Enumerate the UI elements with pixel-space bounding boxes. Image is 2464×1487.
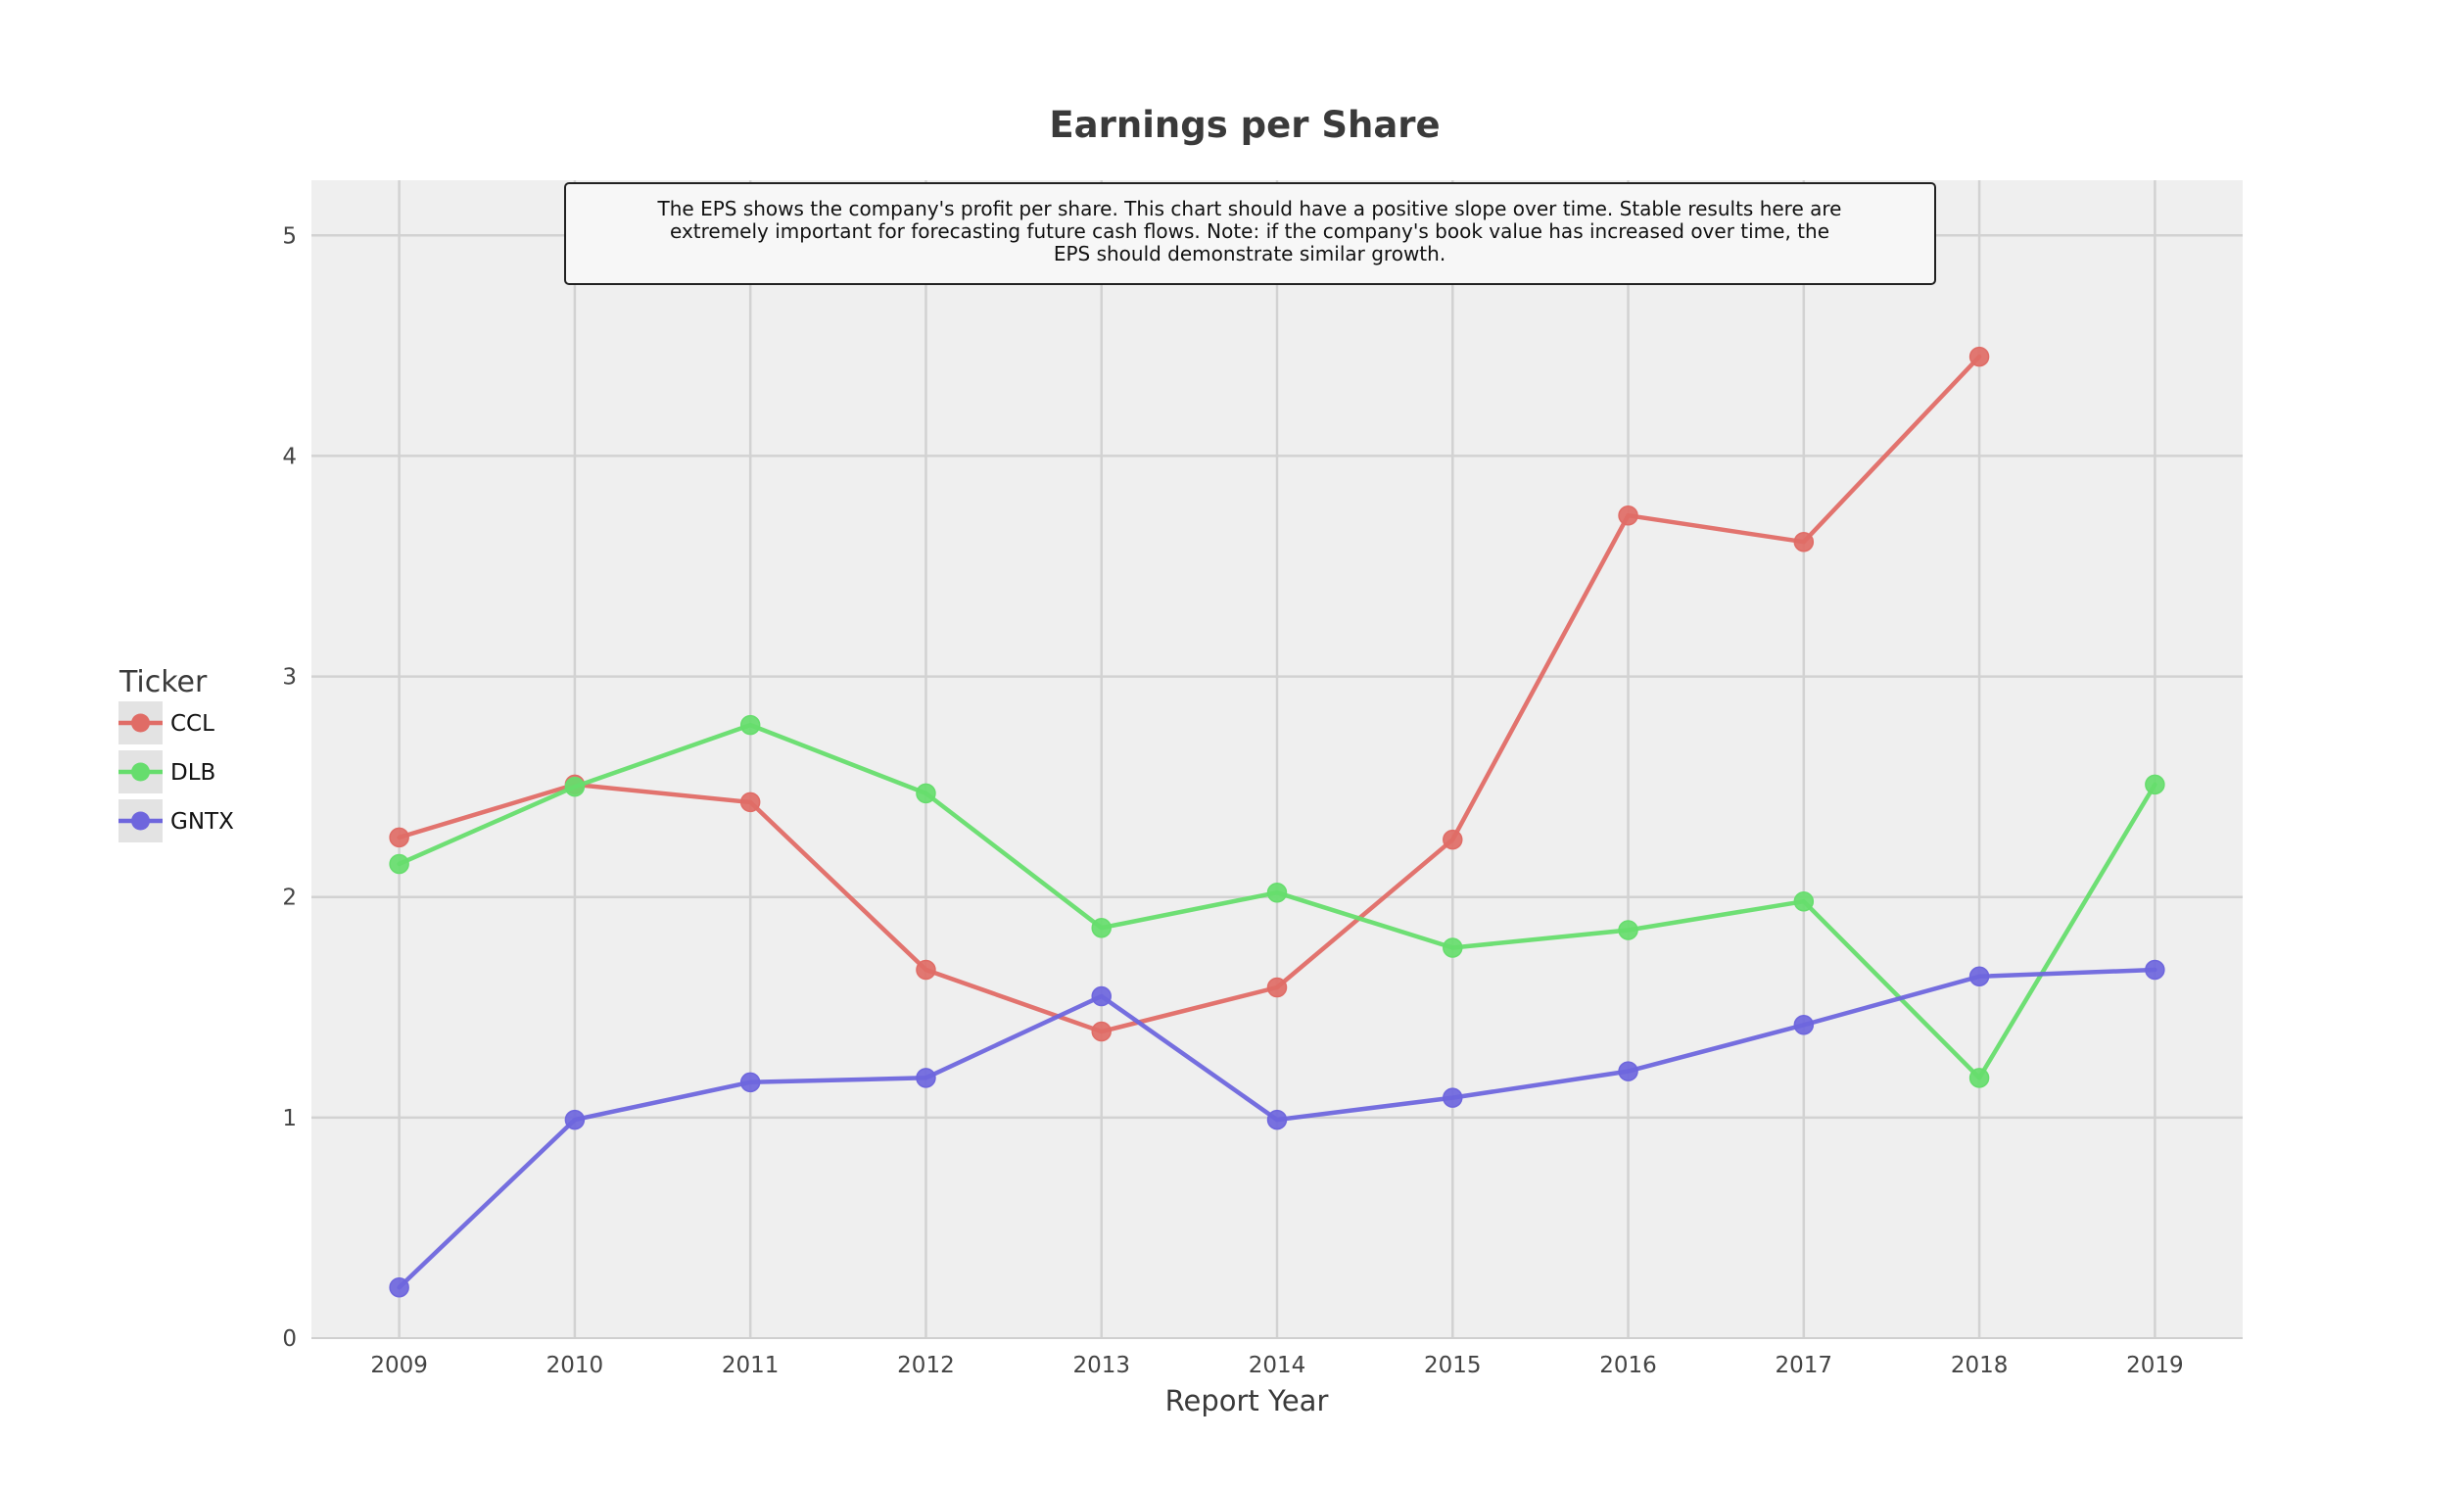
data-point-gntx[interactable] [1091, 985, 1112, 1007]
annotation-line-2: extremely important for forecasting futu… [670, 219, 1829, 243]
chart-title: Earnings per Share [1049, 104, 1440, 146]
x-tick-label: 2009 [370, 1353, 428, 1378]
data-point-gntx[interactable] [564, 1109, 586, 1130]
data-point-gntx[interactable] [389, 1276, 409, 1298]
series-lines [389, 346, 2165, 1298]
data-point-ccl[interactable] [1091, 1021, 1112, 1042]
data-point-ccl[interactable] [1266, 977, 1288, 998]
legend-label-gntx: GNTX [170, 809, 234, 835]
series-dlb [389, 714, 2165, 1088]
data-point-dlb[interactable] [1618, 920, 1638, 940]
annotation-border [564, 182, 1936, 285]
data-point-dlb[interactable] [1266, 882, 1288, 903]
data-point-ccl[interactable] [739, 791, 761, 813]
data-point-gntx[interactable] [2145, 959, 2165, 981]
series-line-ccl [397, 354, 1982, 1034]
x-tick-label: 2016 [1599, 1353, 1657, 1378]
x-tick-label: 2013 [1072, 1353, 1130, 1378]
data-point-gntx[interactable] [1968, 966, 1990, 987]
data-point-dlb[interactable] [916, 783, 936, 804]
data-point-gntx[interactable] [1266, 1109, 1288, 1130]
x-tick-label: 2012 [897, 1353, 955, 1378]
legend-item-dlb[interactable]: DLB [118, 750, 215, 793]
data-point-gntx[interactable] [739, 1072, 761, 1093]
data-point-dlb[interactable] [1443, 937, 1463, 958]
data-point-ccl[interactable] [1618, 504, 1638, 526]
legend-marker-ccl [131, 713, 150, 733]
y-tick-label: 2 [282, 886, 297, 911]
x-tick-label: 2017 [1776, 1353, 1833, 1378]
annotation-box: The EPS shows the company's profit per s… [564, 182, 1936, 285]
y-tick-label: 0 [282, 1326, 297, 1352]
x-axis-label: Report Year [1165, 1384, 1329, 1417]
legend-marker-dlb [131, 762, 150, 782]
data-point-gntx[interactable] [1618, 1061, 1638, 1081]
data-point-ccl[interactable] [389, 827, 409, 848]
legend: Ticker CCL DLB GNTX [118, 665, 234, 842]
series-gntx [389, 959, 2165, 1298]
y-tick-label: 1 [282, 1106, 297, 1131]
legend-item-gntx[interactable]: GNTX [118, 799, 234, 842]
x-tick-label: 2011 [722, 1353, 780, 1378]
data-point-dlb[interactable] [564, 776, 586, 797]
legend-label-dlb: DLB [170, 760, 215, 786]
data-point-dlb[interactable] [1968, 1068, 1990, 1088]
y-tick-label: 5 [282, 223, 297, 249]
x-tick-label: 2019 [2126, 1353, 2184, 1378]
x-tick-label: 2015 [1424, 1353, 1482, 1378]
annotation-line-3: EPS should demonstrate similar growth. [1054, 242, 1445, 265]
x-tick-label: 2018 [1951, 1353, 2009, 1378]
data-point-gntx[interactable] [1793, 1015, 1815, 1035]
data-point-gntx[interactable] [1443, 1087, 1463, 1108]
annotation-line-1: The EPS shows the company's profit per s… [657, 197, 1842, 220]
legend-item-ccl[interactable]: CCL [118, 701, 214, 744]
y-tick-label: 3 [282, 665, 297, 691]
data-point-dlb[interactable] [1793, 890, 1815, 912]
data-point-dlb[interactable] [739, 714, 761, 736]
data-point-dlb[interactable] [1091, 917, 1112, 938]
legend-title: Ticker [118, 665, 208, 699]
x-tick-label: 2014 [1249, 1353, 1306, 1378]
legend-label-ccl: CCL [170, 711, 214, 737]
data-point-dlb[interactable] [389, 853, 409, 875]
data-point-gntx[interactable] [916, 1068, 936, 1088]
y-tick-label: 4 [282, 444, 297, 469]
data-point-dlb[interactable] [2145, 774, 2165, 795]
axis-ticks: 2009 2010 2011 2012 2013 2014 2015 2016 2017 2018… [282, 223, 2183, 1378]
data-point-ccl[interactable] [1793, 531, 1815, 552]
data-point-ccl[interactable] [1968, 346, 1990, 367]
x-tick-label: 2010 [546, 1353, 604, 1378]
legend-marker-gntx [131, 811, 150, 831]
data-point-ccl[interactable] [916, 959, 936, 981]
data-point-ccl[interactable] [1443, 829, 1463, 850]
